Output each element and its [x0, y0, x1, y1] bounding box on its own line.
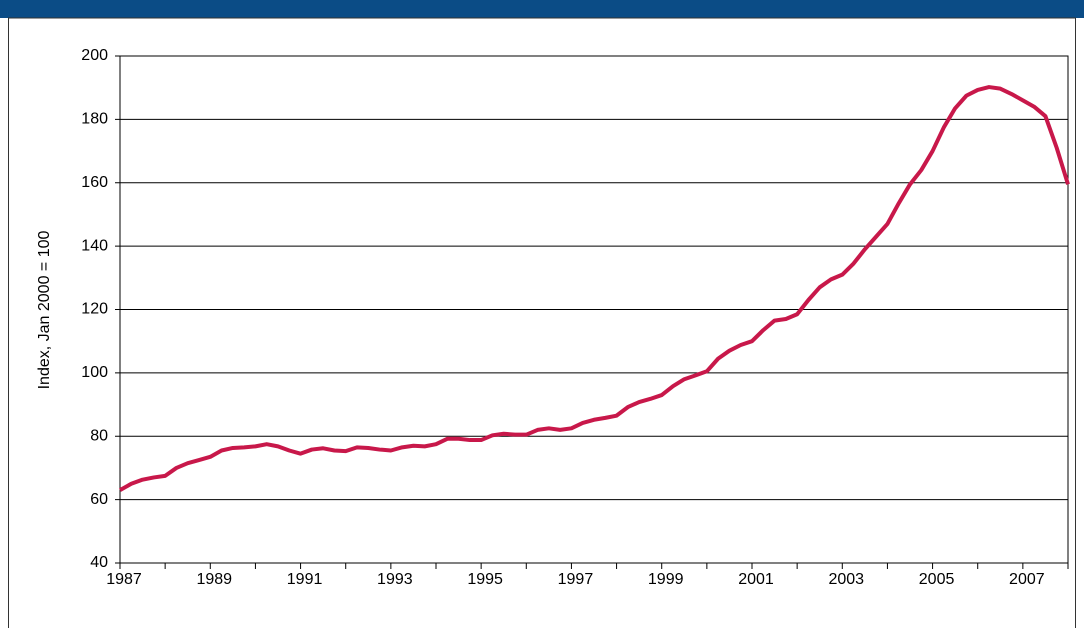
- x-tick-label: 1991: [287, 571, 323, 588]
- x-tick-label: 1999: [648, 571, 684, 588]
- x-tick-label: 1987: [106, 571, 142, 588]
- y-axis-label: Index, Jan 2000 = 100: [36, 231, 53, 390]
- y-tick-label: 100: [81, 364, 108, 381]
- frame: [8, 17, 1076, 628]
- x-tick-label: 1997: [558, 571, 594, 588]
- x-tick-label: 1993: [377, 571, 413, 588]
- y-tick-label: 40: [90, 554, 108, 571]
- x-tick-label: 2001: [738, 571, 774, 588]
- x-tick-label: 1989: [196, 571, 232, 588]
- x-tick-label: 2007: [1009, 571, 1045, 588]
- y-tick-label: 160: [81, 174, 108, 191]
- y-tick-label: 140: [81, 237, 108, 254]
- y-tick-label: 200: [81, 47, 108, 64]
- y-tick-label: 180: [81, 111, 108, 128]
- x-tick-label: 2005: [919, 571, 955, 588]
- data-line: [119, 85, 1070, 492]
- plot-frame: [119, 55, 1069, 564]
- y-tick-label: 60: [90, 491, 108, 508]
- header-band: [0, 0, 1084, 18]
- y-tick-label: 80: [90, 427, 108, 444]
- x-tick-label: 2003: [828, 571, 864, 588]
- x-tick-label: 1995: [467, 571, 503, 588]
- y-tick-label: 120: [81, 301, 108, 318]
